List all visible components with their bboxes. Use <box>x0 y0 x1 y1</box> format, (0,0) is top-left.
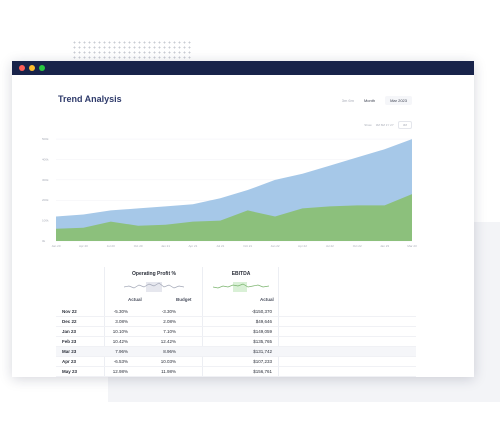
decorative-dot-grid <box>72 40 192 62</box>
y-tick-label: 500k <box>42 137 49 141</box>
ebitda-cell: -$150,370 <box>251 309 272 314</box>
operating-profit-header: Operating Profit % <box>104 267 203 307</box>
op-actual-cell: 10.42% <box>112 339 128 344</box>
x-tick-label: Oct 22 <box>353 244 362 248</box>
ebitda-header: EBITDA <box>202 267 279 307</box>
op-actual-cell: 7.96% <box>115 349 128 354</box>
operating-profit-title: Operating Profit % <box>132 271 176 277</box>
op-budget-col-header: Budget <box>176 297 192 302</box>
x-tick-label: Mar 23 <box>407 244 417 248</box>
x-tick-label: Jan 23 <box>380 244 389 248</box>
chart-tools: Show 3M 6M 1Y 2Y 3M <box>364 121 412 129</box>
table-row[interactable]: Apr 23 -6.53% 10.03% $107,233 <box>56 357 416 367</box>
row-label: Feb 23 <box>62 339 77 344</box>
x-tick-label: Oct 21 <box>243 244 252 248</box>
row-label: Dec 22 <box>62 319 77 324</box>
granularity-select[interactable]: Month <box>363 98 376 103</box>
close-window-icon[interactable] <box>19 65 25 71</box>
sparkline-line <box>213 283 269 289</box>
app-window: Trend Analysis 3m 6m Month Mar 2023 Show… <box>12 61 474 377</box>
op-budget-cell: 10.03% <box>160 359 176 364</box>
ebitda-title: EBITDA <box>231 271 251 277</box>
sparkline-highlight <box>146 282 162 292</box>
ebitda-cell: $156,761 <box>253 369 272 374</box>
op-actual-cell: -6.53% <box>113 359 128 364</box>
row-label: Apr 23 <box>62 359 77 364</box>
sparkline-highlight <box>233 282 247 292</box>
ebitda-cell: $49,646 <box>255 319 272 324</box>
y-tick-label: 0k <box>42 239 46 243</box>
ebitda-cell: $131,742 <box>253 349 272 354</box>
ebitda-sparkline <box>213 282 269 292</box>
series-area-bottom <box>56 194 412 241</box>
page-title: Trend Analysis <box>58 94 122 104</box>
range-select[interactable]: 3M <box>397 121 412 129</box>
op-budget-cell: 12.42% <box>160 339 176 344</box>
table-divider <box>202 267 203 377</box>
period-controls: 3m 6m Month Mar 2023 <box>342 96 412 105</box>
y-tick-label: 100k <box>42 219 49 223</box>
op-actual-col-header: Actual <box>128 297 142 302</box>
metrics-table: Operating Profit % EBITDA Actual Budget … <box>56 267 416 377</box>
table-row[interactable]: May 23 12.98% 11.98% $156,761 <box>56 367 416 377</box>
y-tick-label: 200k <box>42 198 49 202</box>
window-titlebar <box>12 61 474 75</box>
show-label: Show <box>364 123 372 127</box>
range-toggle[interactable]: 3m 6m <box>341 98 354 103</box>
sparkline-line <box>124 282 184 289</box>
row-label: Mar 23 <box>62 349 77 354</box>
y-tick-label: 300k <box>42 178 49 182</box>
table-row[interactable]: Dec 22 3.08% 2.08% $49,646 <box>56 317 416 327</box>
table-row[interactable]: Jan 23 10.10% 7.10% $149,059 <box>56 327 416 337</box>
op-budget-cell: -3.30% <box>161 309 176 314</box>
maximize-window-icon[interactable] <box>39 65 45 71</box>
op-budget-cell: 2.08% <box>163 319 176 324</box>
ebitda-cell: $107,233 <box>253 359 272 364</box>
x-tick-label: Jul 22 <box>326 244 334 248</box>
trend-chart-svg: 0k 100k 200k 300k 400k 500k Jan 20 Apr 20 Jul 20… <box>42 137 417 248</box>
ebitda-actual-col-header: Actual <box>260 297 274 302</box>
op-actual-cell: 10.10% <box>112 329 128 334</box>
row-label: May 23 <box>62 369 78 374</box>
operating-profit-sparkline <box>124 282 184 292</box>
table-row[interactable]: Feb 23 10.42% 12.42% $135,765 <box>56 337 416 347</box>
ebitda-cell: $149,059 <box>253 329 272 334</box>
x-tick-label: Apr 20 <box>79 244 88 248</box>
row-label: Nov 22 <box>62 309 77 314</box>
minimize-window-icon[interactable] <box>29 65 35 71</box>
period-date-picker[interactable]: Mar 2023 <box>385 96 412 105</box>
row-label: Jan 23 <box>62 329 77 334</box>
ebitda-cell: $135,765 <box>253 339 272 344</box>
y-tick-label: 400k <box>42 157 49 161</box>
op-actual-cell: -5.30% <box>113 309 128 314</box>
op-budget-cell: 11.98% <box>161 369 176 374</box>
table-row[interactable]: Nov 22 -5.30% -3.30% -$150,370 <box>56 307 416 317</box>
op-budget-cell: 8.96% <box>163 349 176 354</box>
range-options[interactable]: 3M 6M 1Y 2Y <box>375 123 394 127</box>
x-tick-label: Jan 21 <box>161 244 170 248</box>
x-tick-label: Jul 20 <box>107 244 115 248</box>
trend-chart: 0k 100k 200k 300k 400k 500k Jan 20 Apr 20 Jul 20… <box>40 131 420 253</box>
x-tick-label: Apr 21 <box>189 244 198 248</box>
op-actual-cell: 3.08% <box>115 319 128 324</box>
x-tick-label: Oct 20 <box>134 244 143 248</box>
x-tick-label: Jul 21 <box>216 244 224 248</box>
table-body: Nov 22 -5.30% -3.30% -$150,370 Dec 22 3.… <box>56 307 416 377</box>
x-tick-label: Apr 22 <box>298 244 307 248</box>
x-tick-label: Jan 20 <box>51 244 60 248</box>
table-divider <box>278 267 279 377</box>
table-divider <box>104 267 105 377</box>
table-row[interactable]: Mar 23 7.96% 8.96% $131,742 <box>56 347 416 357</box>
x-tick-label: Jan 22 <box>271 244 280 248</box>
op-budget-cell: 7.10% <box>163 329 176 334</box>
op-actual-cell: 12.98% <box>112 369 128 374</box>
